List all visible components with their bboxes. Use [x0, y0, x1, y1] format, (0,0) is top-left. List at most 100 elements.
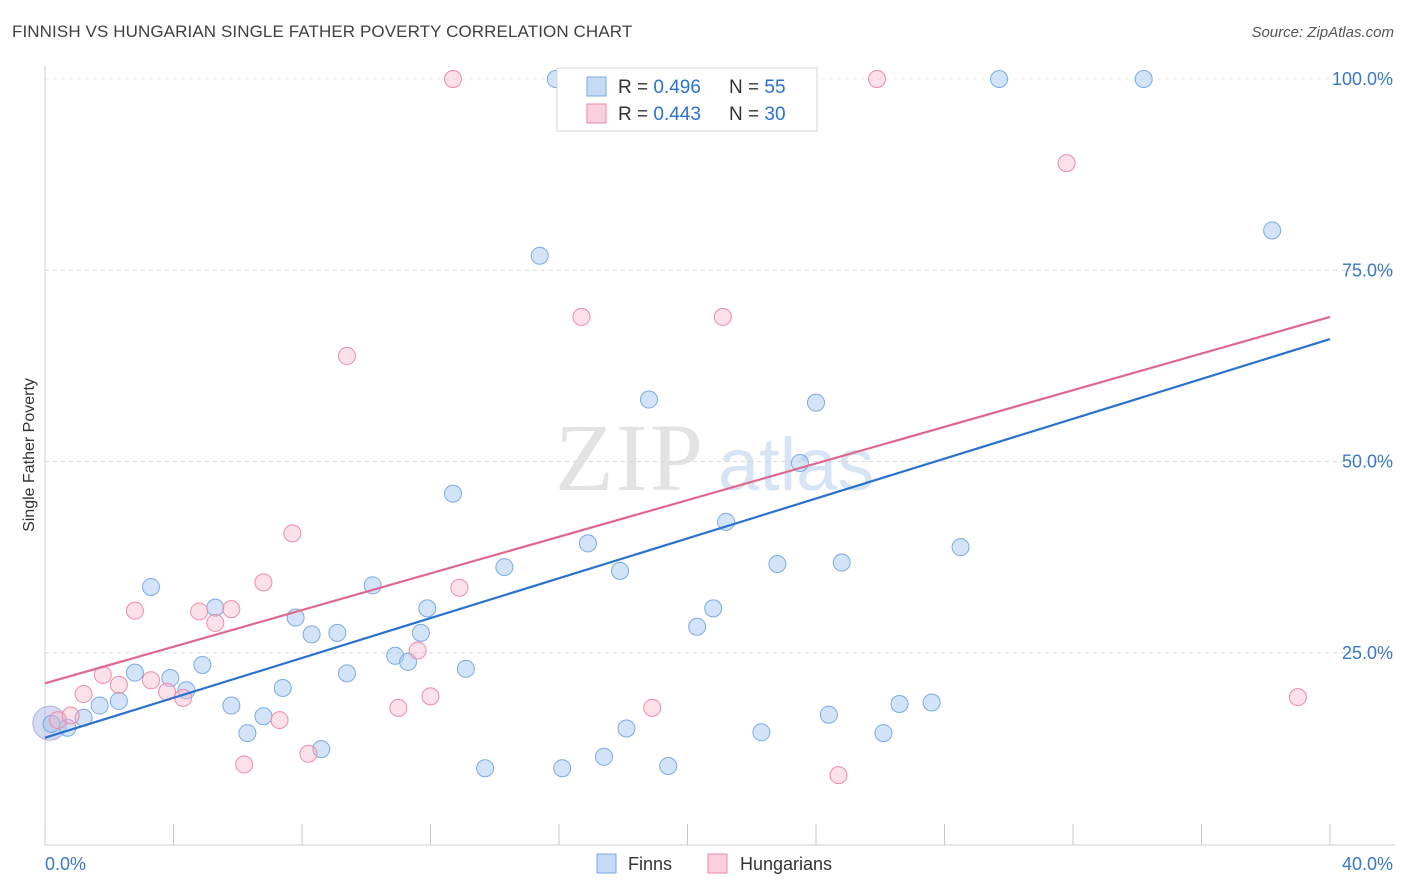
point-finns-5: [125, 663, 144, 682]
point-hungarians-17: [337, 346, 356, 365]
point-finns-39: [704, 599, 723, 618]
point-hungarians-29: [1288, 688, 1307, 707]
point-finns-26: [456, 659, 475, 678]
point-finns-35: [617, 719, 636, 738]
point-finns-18: [328, 623, 347, 642]
point-hungarians-1: [61, 706, 80, 725]
svg-text:R = 0.496: R = 0.496: [618, 77, 701, 98]
point-hungarians-2: [74, 685, 93, 704]
point-hungarians-22: [450, 578, 469, 597]
svg-text:R = 0.443: R = 0.443: [618, 104, 701, 125]
grid-lines: [45, 78, 1395, 654]
point-finns-27: [476, 759, 495, 778]
point-finns-38: [688, 617, 707, 636]
point-finns-4: [109, 691, 128, 710]
y-axis-label: Single Father Poverty: [21, 378, 38, 532]
point-finns-47: [832, 553, 851, 572]
point-finns-54: [1263, 221, 1282, 240]
trend-line-finns: [44, 338, 1331, 739]
point-finns-29: [530, 246, 549, 265]
legend-stats: R = 0.496 N = 55 R = 0.443 N = 30: [556, 67, 818, 132]
point-hungarians-14: [270, 711, 289, 730]
legend-hungarians-n-value: 30: [764, 104, 785, 125]
point-finns-33: [594, 747, 613, 766]
point-finns-19: [337, 664, 356, 683]
tick-labels: 25.0% 50.0% 75.0% 100.0% 0.0% 40.0%: [45, 69, 1393, 874]
point-hungarians-13: [254, 573, 273, 592]
legend-bottom-swatch-finns: [596, 853, 617, 874]
point-finns-48: [874, 724, 893, 743]
point-hungarians-16: [299, 744, 318, 763]
y-tick-label-100: 100.0%: [1332, 69, 1393, 89]
point-hungarians-12: [235, 755, 254, 774]
point-finns-52: [990, 70, 1009, 88]
data-points: [32, 70, 1307, 785]
point-hungarians-18: [389, 698, 408, 717]
trend-line-hungarians: [44, 315, 1331, 685]
point-finns-28: [495, 558, 514, 577]
point-finns-43: [768, 555, 787, 574]
point-hungarians-26: [829, 766, 848, 785]
source-label: Source: ZipAtlas.com: [1251, 24, 1394, 41]
point-finns-31: [553, 759, 572, 778]
legend-hungarians-r-label: R =: [618, 104, 653, 125]
point-hungarians-24: [643, 698, 662, 717]
point-hungarians-19: [408, 641, 427, 660]
point-finns-13: [254, 707, 273, 726]
point-finns-42: [752, 723, 771, 742]
point-hungarians-27: [868, 70, 887, 88]
legend-swatch-finns: [586, 76, 607, 97]
point-hungarians-5: [125, 601, 144, 620]
point-hungarians-4: [109, 675, 128, 694]
y-tick-label-25: 25.0%: [1342, 643, 1393, 663]
chart-title: FINNISH VS HUNGARIAN SINGLE FATHER POVER…: [12, 22, 633, 41]
point-hungarians-23: [572, 307, 591, 326]
point-finns-45: [807, 393, 825, 412]
point-finns-36: [639, 390, 658, 409]
point-finns-11: [222, 696, 241, 715]
point-hungarians-25: [713, 307, 732, 326]
point-finns-23: [411, 623, 430, 642]
point-finns-3: [90, 696, 109, 715]
y-tick-label-50: 50.0%: [1342, 452, 1393, 472]
point-hungarians-21: [443, 70, 462, 88]
point-finns-37: [659, 756, 678, 775]
x-tick-label-min: 0.0%: [45, 854, 86, 874]
legend-finns-n-label: N =: [729, 77, 764, 98]
point-finns-46: [819, 705, 838, 724]
point-finns-9: [193, 655, 212, 674]
legend-finns-r-label: R =: [618, 77, 653, 98]
x-tick-label-max: 40.0%: [1342, 854, 1393, 874]
legend-finns-n-value: 55: [764, 77, 785, 98]
legend-series: Finns Hungarians: [596, 853, 832, 874]
legend-hungarians-r-value: 0.443: [653, 104, 701, 125]
point-finns-10: [206, 598, 225, 617]
legend-swatch-hungarians: [586, 103, 607, 124]
legend-bottom-hungarians: Hungarians: [740, 854, 832, 874]
legend-hungarians-n-label: N =: [729, 104, 764, 125]
point-finns-34: [611, 561, 630, 580]
point-finns-53: [1134, 70, 1153, 88]
point-finns-32: [578, 534, 597, 553]
point-finns-51: [951, 538, 970, 557]
point-finns-6: [142, 577, 161, 596]
y-tick-label-75: 75.0%: [1342, 260, 1393, 280]
point-hungarians-9: [190, 602, 209, 621]
point-finns-25: [443, 484, 462, 503]
svg-text:N = 55: N = 55: [729, 77, 786, 98]
point-finns-22: [399, 652, 418, 671]
point-hungarians-6: [142, 671, 161, 690]
point-hungarians-10: [206, 613, 225, 632]
svg-text:N = 30: N = 30: [729, 104, 786, 125]
point-finns-49: [890, 695, 909, 714]
watermark-atlas: atlas: [718, 423, 874, 506]
legend-finns-r-value: 0.496: [653, 77, 701, 98]
legend-bottom-finns: Finns: [628, 854, 672, 874]
trend-lines: [44, 315, 1331, 739]
point-finns-14: [273, 678, 292, 697]
point-finns-24: [418, 599, 437, 618]
watermark-zip: ZIP: [555, 404, 705, 511]
point-finns-7: [161, 668, 180, 687]
point-finns-16: [302, 625, 321, 644]
